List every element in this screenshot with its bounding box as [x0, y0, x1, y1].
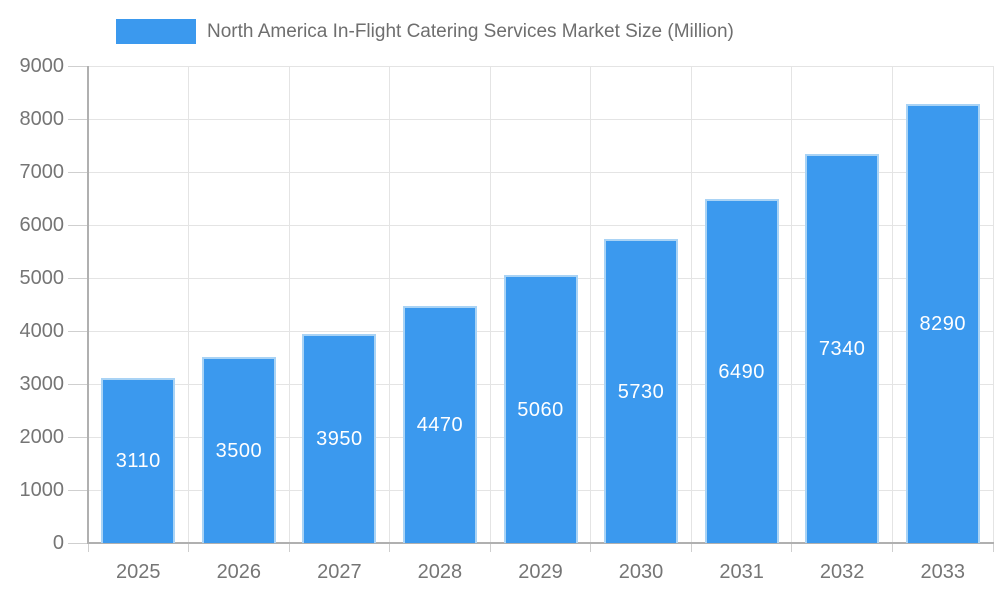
bar-value-label: 6490 — [718, 360, 765, 383]
bar[interactable]: 3110 — [101, 378, 176, 543]
y-axis-line — [87, 66, 89, 544]
bar-value-label: 7340 — [818, 338, 866, 360]
legend[interactable]: North America In-Flight Catering Service… — [116, 19, 734, 44]
x-gridline — [690, 66, 692, 542]
y-tick-mark — [68, 489, 88, 491]
bar-value-label: 3950 — [316, 428, 363, 450]
bar-value-label: 8290 — [919, 313, 966, 335]
x-tick-mark — [590, 543, 592, 552]
x-tick-label: 2032 — [819, 561, 865, 583]
x-tick-mark — [791, 543, 793, 552]
y-tick-label: 5000 — [19, 267, 65, 289]
y-tick-label: 7000 — [19, 161, 65, 183]
y-tick-mark — [68, 224, 88, 226]
x-tick-label: 2030 — [618, 561, 664, 583]
y-tick-mark — [68, 277, 88, 279]
y-tick-mark — [68, 542, 88, 544]
y-gridline — [88, 65, 993, 67]
y-tick-label: 3000 — [19, 373, 65, 395]
x-gridline — [590, 66, 592, 542]
x-gridline — [791, 66, 793, 542]
x-tick-label: 2025 — [116, 561, 161, 583]
bar[interactable]: 5730 — [604, 239, 679, 543]
x-tick-mark — [188, 543, 190, 552]
y-gridline — [88, 118, 993, 120]
x-tick-mark — [87, 543, 89, 552]
y-tick-label: 8000 — [19, 108, 65, 130]
x-tick-mark — [489, 543, 491, 552]
bar[interactable]: 4470 — [402, 306, 477, 543]
bar-value-label: 3110 — [115, 450, 161, 472]
bar-value-label: 5060 — [517, 398, 564, 421]
bar[interactable]: 8290 — [905, 104, 980, 543]
bar[interactable]: 6490 — [704, 199, 779, 543]
x-tick-label: 2033 — [920, 561, 965, 583]
y-tick-label: 0 — [52, 532, 64, 554]
y-tick-mark — [68, 118, 88, 120]
bar[interactable]: 5060 — [503, 275, 578, 543]
x-tick-label: 2031 — [719, 561, 764, 583]
y-tick-label: 4000 — [19, 320, 65, 342]
x-tick-label: 2028 — [417, 561, 463, 583]
bar-value-label: 3500 — [215, 439, 263, 462]
x-tick-label: 2026 — [216, 561, 262, 583]
x-tick-mark — [992, 543, 994, 552]
x-gridline — [489, 66, 491, 542]
bar-value-label: 4470 — [416, 414, 464, 436]
y-tick-label: 9000 — [19, 55, 65, 77]
legend-label: North America In-Flight Catering Service… — [207, 21, 734, 42]
x-gridline — [992, 66, 994, 542]
x-gridline — [188, 66, 190, 542]
y-tick-mark — [68, 383, 88, 385]
x-tick-mark — [891, 543, 893, 552]
x-gridline — [288, 66, 290, 542]
y-tick-mark — [68, 436, 88, 438]
y-gridline — [88, 171, 993, 173]
x-gridline — [389, 66, 391, 542]
x-tick-label: 2029 — [518, 561, 563, 583]
legend-swatch[interactable] — [116, 19, 196, 44]
x-tick-mark — [690, 543, 692, 552]
x-tick-mark — [389, 543, 391, 552]
bar-value-label: 5730 — [617, 380, 665, 403]
x-axis-line — [87, 542, 994, 544]
x-tick-label: 2027 — [317, 561, 362, 583]
bar[interactable]: 3500 — [201, 357, 276, 543]
x-tick-mark — [288, 543, 290, 552]
y-tick-label: 6000 — [19, 214, 65, 236]
y-tick-mark — [68, 330, 88, 332]
y-tick-label: 2000 — [19, 426, 65, 448]
y-tick-mark — [68, 65, 88, 67]
x-gridline — [891, 66, 893, 542]
bar[interactable]: 7340 — [805, 154, 880, 543]
y-gridline — [88, 224, 993, 226]
y-tick-label: 1000 — [19, 479, 65, 501]
bar[interactable]: 3950 — [302, 334, 377, 543]
y-tick-mark — [68, 171, 88, 173]
